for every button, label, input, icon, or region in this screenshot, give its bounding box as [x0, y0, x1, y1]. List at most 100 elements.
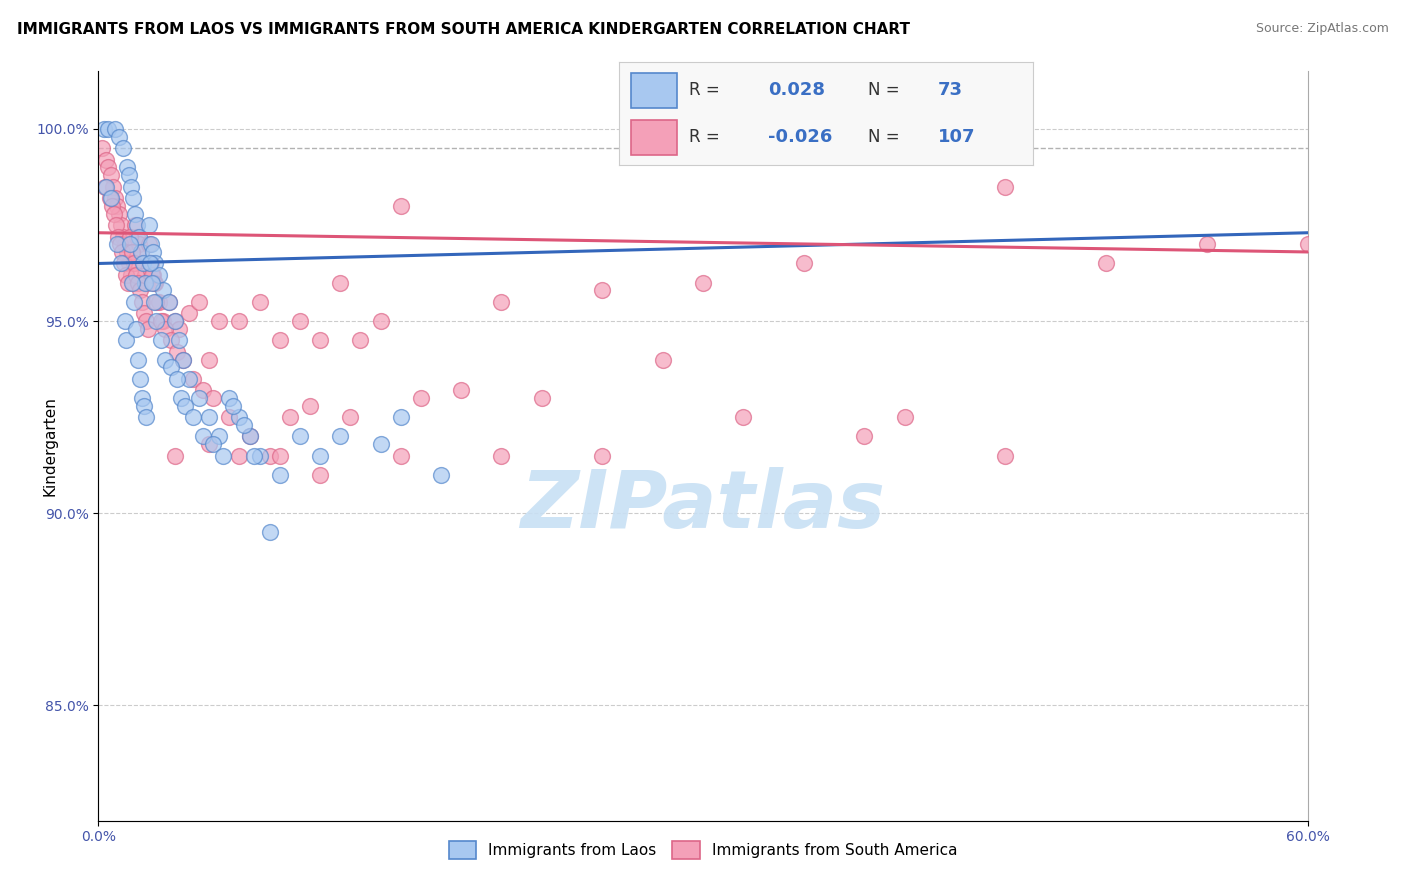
Point	[121, 276, 143, 290]
Point	[228, 314, 250, 328]
Point	[172, 352, 194, 367]
Point	[103, 191, 125, 205]
Point	[167, 322, 190, 336]
Point	[232, 417, 254, 432]
Point	[110, 256, 132, 270]
Bar	[631, 120, 676, 155]
Point	[125, 322, 148, 336]
Point	[122, 294, 145, 309]
Point	[128, 284, 150, 298]
Point	[141, 276, 163, 290]
Text: Kindergarten: Kindergarten	[42, 396, 58, 496]
Point	[193, 384, 215, 398]
Point	[249, 449, 271, 463]
Point	[117, 276, 139, 290]
Point	[91, 141, 114, 155]
Legend: Immigrants from Laos, Immigrants from South America: Immigrants from Laos, Immigrants from So…	[443, 835, 963, 865]
Point	[110, 244, 132, 259]
Point	[139, 256, 162, 270]
Point	[692, 276, 714, 290]
Point	[124, 218, 146, 232]
Point	[170, 391, 193, 405]
Point	[218, 391, 240, 405]
Point	[110, 218, 132, 232]
Point	[329, 429, 352, 443]
Point	[329, 276, 352, 290]
Point	[239, 429, 262, 443]
Point	[309, 467, 332, 482]
Point	[198, 352, 221, 367]
Point	[128, 372, 150, 386]
Point	[202, 391, 225, 405]
Point	[145, 294, 167, 309]
Text: 0.028: 0.028	[768, 81, 825, 99]
Point	[160, 334, 183, 348]
Point	[278, 410, 301, 425]
Point	[125, 229, 148, 244]
Point	[125, 268, 148, 282]
Point	[153, 352, 176, 367]
Point	[118, 256, 141, 270]
Text: R =: R =	[689, 128, 720, 146]
Point	[107, 206, 129, 220]
Point	[733, 410, 755, 425]
Point	[149, 314, 172, 328]
Point	[259, 525, 281, 540]
Point	[370, 437, 392, 451]
Point	[153, 322, 176, 336]
Point	[97, 161, 120, 175]
Point	[202, 437, 225, 451]
Point	[107, 229, 129, 244]
Point	[142, 244, 165, 259]
Point	[288, 314, 311, 328]
Point	[112, 256, 135, 270]
Point	[134, 268, 156, 282]
Point	[370, 314, 392, 328]
Point	[122, 256, 145, 270]
Point	[188, 294, 211, 309]
Point	[208, 429, 231, 443]
Point	[288, 429, 311, 443]
Text: 73: 73	[938, 81, 963, 99]
Point	[114, 334, 136, 348]
Point	[389, 410, 412, 425]
Point	[114, 314, 136, 328]
Point	[793, 256, 815, 270]
Text: 107: 107	[938, 128, 976, 146]
Point	[269, 449, 291, 463]
Point	[167, 334, 190, 348]
Point	[132, 306, 155, 320]
Point	[115, 161, 138, 175]
Point	[179, 372, 201, 386]
Point	[228, 410, 250, 425]
Point	[651, 352, 673, 367]
Point	[389, 199, 412, 213]
Point	[94, 179, 117, 194]
Point	[491, 449, 513, 463]
Point	[198, 410, 221, 425]
Point	[121, 276, 143, 290]
Point	[100, 168, 122, 182]
Point	[103, 206, 125, 220]
Point	[134, 276, 156, 290]
Point	[114, 268, 136, 282]
Point	[181, 410, 204, 425]
Point	[135, 276, 157, 290]
Point	[96, 153, 118, 167]
Point	[136, 322, 159, 336]
Point	[1296, 237, 1319, 252]
Point	[239, 429, 262, 443]
Text: Source: ZipAtlas.com: Source: ZipAtlas.com	[1256, 22, 1389, 36]
Point	[111, 229, 134, 244]
Point	[100, 191, 122, 205]
Point	[157, 294, 180, 309]
Point	[143, 256, 166, 270]
Text: IMMIGRANTS FROM LAOS VS IMMIGRANTS FROM SOUTH AMERICA KINDERGARTEN CORRELATION C: IMMIGRANTS FROM LAOS VS IMMIGRANTS FROM …	[17, 22, 910, 37]
Point	[131, 391, 153, 405]
Point	[104, 218, 127, 232]
Point	[269, 334, 291, 348]
Point	[228, 449, 250, 463]
Point	[139, 256, 162, 270]
Point	[132, 399, 155, 413]
Point	[152, 314, 174, 328]
